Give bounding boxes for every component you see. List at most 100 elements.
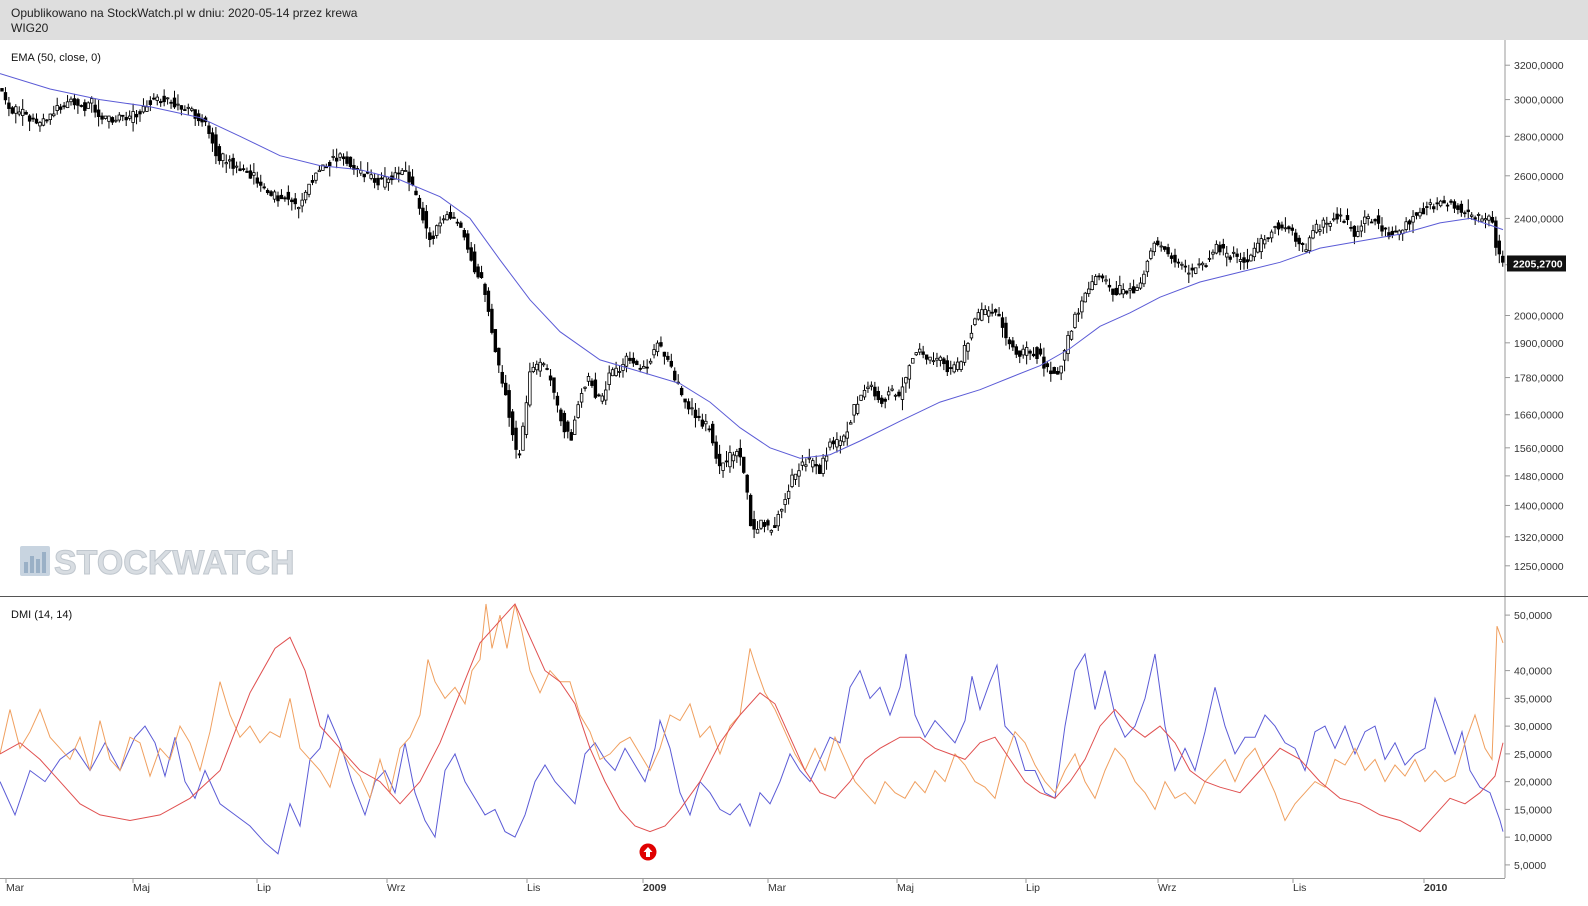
candle-body: [890, 388, 894, 391]
candle: [931, 352, 936, 366]
candle-body: [997, 313, 1001, 317]
candle: [365, 162, 370, 175]
candle-body: [121, 114, 125, 117]
candle-body: [900, 386, 905, 400]
candle-body: [341, 156, 346, 160]
candle: [762, 519, 767, 533]
candle-body: [952, 364, 956, 373]
candle-body: [1152, 242, 1156, 253]
x-tick-label: Lis: [1293, 882, 1306, 894]
candle: [134, 109, 139, 125]
candle-body: [1207, 257, 1212, 260]
candle-body: [911, 358, 915, 364]
candle: [797, 463, 801, 488]
candle: [7, 96, 11, 117]
candle: [1004, 316, 1008, 346]
candle: [69, 96, 73, 106]
candle-body: [1294, 232, 1298, 242]
candle: [1207, 250, 1212, 262]
candle: [693, 403, 698, 428]
candle-body: [259, 181, 263, 186]
candle-body: [617, 371, 622, 373]
candle-body: [510, 411, 515, 436]
candle-body: [1197, 263, 1201, 266]
candle: [1356, 225, 1360, 238]
candle: [1273, 225, 1277, 235]
candle-body: [973, 318, 977, 325]
candle: [438, 216, 442, 234]
candle-body: [555, 395, 560, 406]
candle-body: [1235, 253, 1239, 257]
candle-body: [424, 211, 429, 229]
candle: [821, 454, 825, 477]
candle-body: [469, 247, 473, 261]
candle-body: [17, 111, 21, 115]
candle-body: [1149, 250, 1153, 259]
candle-body: [241, 168, 246, 171]
candle-body: [100, 115, 104, 120]
candle: [645, 359, 649, 375]
candle-body: [421, 207, 425, 221]
candle: [1100, 273, 1105, 283]
candle: [528, 362, 532, 408]
candle: [876, 386, 880, 403]
candle-body: [1276, 222, 1281, 230]
candle: [1028, 349, 1032, 360]
candle: [990, 303, 994, 317]
candle-body: [1487, 215, 1491, 221]
candle-body: [1321, 219, 1326, 228]
candle-body: [1221, 243, 1225, 249]
candle-body: [1083, 292, 1087, 303]
candle-body: [1014, 346, 1018, 355]
candle-body: [96, 109, 101, 117]
candle-body: [662, 351, 667, 357]
candle-body: [1307, 237, 1312, 252]
candle-body: [455, 221, 460, 224]
candle-body: [383, 176, 387, 188]
candle-body: [314, 172, 318, 181]
candle-body: [369, 174, 373, 179]
candle: [1059, 365, 1063, 381]
candle-body: [762, 522, 767, 527]
ema-indicator-label: EMA (50, close, 0): [11, 52, 101, 64]
candle: [255, 171, 259, 188]
candle-body: [1200, 262, 1205, 266]
candle: [248, 164, 253, 179]
candle-body: [600, 395, 604, 402]
buy-signal-marker[interactable]: [639, 843, 657, 861]
candle: [272, 189, 277, 203]
candle-body: [148, 100, 153, 105]
candle-body: [1218, 244, 1222, 253]
candle-body: [659, 342, 663, 347]
candle: [1162, 246, 1167, 252]
candle: [1497, 234, 1501, 264]
candle: [483, 282, 487, 303]
candle: [1411, 210, 1415, 234]
candle-body: [269, 191, 273, 196]
candle-body: [224, 162, 228, 165]
candle-body: [721, 462, 725, 471]
candle: [842, 434, 846, 446]
symbol-name: WIG20: [11, 21, 49, 35]
candle: [1014, 344, 1018, 359]
candle-body: [431, 235, 435, 239]
candle: [900, 377, 905, 411]
candle: [1145, 259, 1150, 277]
candle-body: [583, 386, 587, 389]
candle: [328, 160, 332, 177]
candle-body: [38, 122, 42, 127]
candle: [1062, 348, 1067, 372]
candle: [1463, 210, 1467, 218]
candle: [190, 106, 194, 113]
price-tick-label: 1480,0000: [1514, 471, 1564, 483]
candle: [1297, 235, 1301, 251]
candle-body: [462, 230, 466, 238]
candle-body: [1476, 214, 1481, 216]
candle-body: [1466, 209, 1470, 213]
candle: [586, 372, 591, 386]
candle: [866, 381, 870, 393]
candle: [245, 167, 249, 173]
candle: [786, 484, 791, 505]
candle: [814, 455, 818, 475]
